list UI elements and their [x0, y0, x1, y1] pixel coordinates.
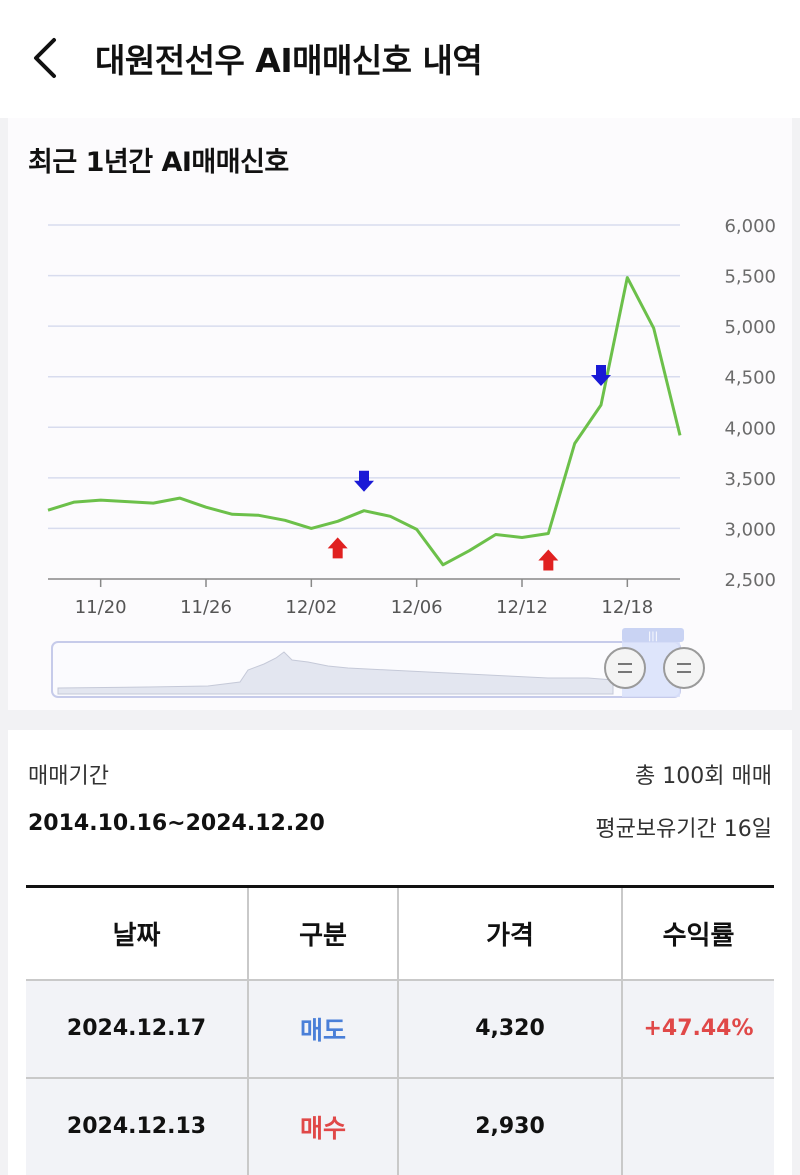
header-price: 가격 — [397, 885, 622, 981]
chevron-left-icon — [34, 38, 56, 78]
y-tick-label: 3,500 — [724, 469, 776, 490]
y-tick-label: 5,500 — [724, 267, 776, 288]
table-row[interactable]: 2024.12.17 매도 4,320 +47.44% — [26, 979, 774, 1079]
y-tick-label: 4,000 — [724, 418, 776, 439]
page-title: 대원전선우 AI매매신호 내역 — [95, 41, 483, 80]
row-return: +47.44% — [621, 979, 774, 1079]
row-type-buy: 매수 — [247, 1077, 398, 1175]
grip-icon: ||| — [648, 631, 658, 642]
header-type: 구분 — [247, 885, 398, 981]
x-tick-label: 11/20 — [75, 597, 127, 618]
header-date: 날짜 — [26, 885, 248, 981]
range-navigator[interactable]: ||| — [51, 628, 705, 698]
y-tick-label: 5,000 — [724, 317, 776, 338]
app-header: 대원전선우 AI매매신호 내역 — [0, 0, 800, 118]
period-label: 매매기간 — [28, 764, 109, 789]
sell-signal-arrow-icon — [591, 365, 611, 387]
row-price: 4,320 — [397, 979, 622, 1079]
trade-summary: 매매기간 총 100회 매매 2014.10.16~2024.12.20 평균보… — [8, 730, 792, 863]
y-tick-label: 4,500 — [724, 368, 776, 389]
chart-card: 6,000 5,500 5,000 4,500 4,000 3,500 3,000 2,500… — [8, 118, 792, 710]
navigator-left-handle[interactable] — [604, 647, 646, 689]
x-tick-label: 12/12 — [496, 597, 548, 618]
y-tick-label: 2,500 — [724, 570, 776, 591]
navigator-minichart — [57, 651, 614, 695]
x-tick-label: 12/02 — [285, 597, 337, 618]
signal-table-section: 날짜 구분 가격 수익률 2024.12.17 매도 4,320 +47.44%… — [8, 863, 792, 1175]
buy-signal-arrow-icon — [538, 549, 559, 571]
x-tick-label: 11/26 — [180, 597, 232, 618]
signal-chart: 6,000 5,500 5,000 4,500 4,000 3,500 3,000 2,500… — [47, 216, 776, 698]
table-header-row: 날짜 구분 가격 수익률 — [26, 885, 774, 981]
sell-signal-arrow-icon — [354, 470, 374, 492]
header-return: 수익률 — [621, 885, 774, 981]
x-tick-label: 12/18 — [601, 597, 653, 618]
total-trades: 총 100회 매매 — [635, 764, 772, 789]
row-date: 2024.12.13 — [26, 1077, 248, 1175]
navigator-drag-handle[interactable] — [622, 628, 684, 642]
avg-holding-period: 평균보유기간 16일 — [595, 817, 772, 842]
back-button[interactable] — [26, 30, 70, 86]
row-type-sell: 매도 — [247, 979, 398, 1079]
period-value: 2014.10.16~2024.12.20 — [28, 811, 325, 836]
row-price: 2,930 — [397, 1077, 622, 1175]
navigator-right-handle[interactable] — [663, 647, 705, 689]
buy-signal-arrow-icon — [327, 537, 348, 559]
y-tick-label: 6,000 — [724, 216, 776, 237]
row-date: 2024.12.17 — [26, 979, 248, 1079]
signal-table: 날짜 구분 가격 수익률 2024.12.17 매도 4,320 +47.44%… — [26, 885, 774, 1175]
y-tick-label: 3,000 — [724, 519, 776, 540]
row-return — [621, 1077, 774, 1175]
price-line — [47, 276, 682, 567]
chart-title: 최근 1년간 AI매매신호 — [28, 147, 289, 178]
x-tick-label: 12/06 — [391, 597, 443, 618]
table-row[interactable]: 2024.12.13 매수 2,930 — [26, 1077, 774, 1175]
